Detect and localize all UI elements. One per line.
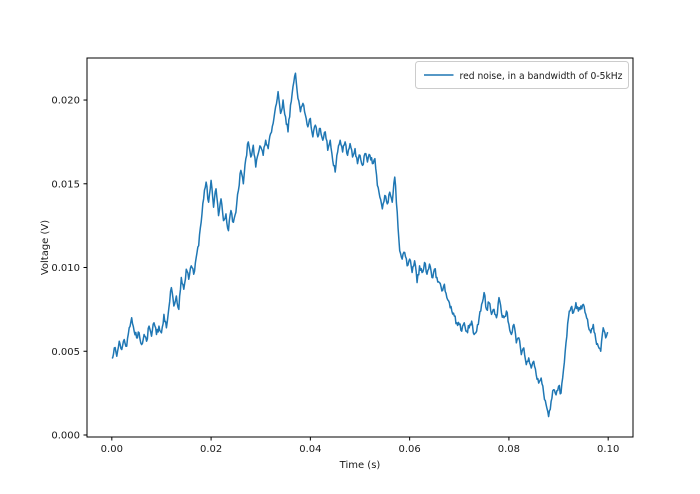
x-axis-label: Time (s)	[339, 460, 381, 471]
y-axis-ticks: 0.000 0.005 0.010 0.015 0.020	[51, 96, 87, 441]
x-tick-label: 0.00	[101, 444, 123, 455]
y-tick-label: 0.020	[51, 96, 80, 107]
y-tick-label: 0.000	[51, 430, 80, 441]
y-axis-label: Voltage (V)	[40, 220, 51, 275]
legend: red noise, in a bandwidth of 0-5kHz	[415, 61, 629, 89]
y-tick-label: 0.005	[51, 347, 80, 358]
x-tick-label: 0.10	[597, 444, 619, 455]
x-tick-label: 0.08	[498, 444, 520, 455]
y-tick-label: 0.015	[51, 179, 80, 190]
x-tick-label: 0.06	[399, 444, 421, 455]
plot-area	[86, 57, 634, 438]
x-axis-ticks: 0.00 0.02 0.04 0.06 0.08 0.10	[101, 437, 619, 455]
x-tick-label: 0.02	[200, 444, 222, 455]
y-tick-label: 0.010	[51, 263, 80, 274]
x-tick-label: 0.04	[299, 444, 321, 455]
legend-label: red noise, in a bandwidth of 0-5kHz	[460, 71, 623, 82]
legend-box	[415, 61, 629, 89]
series-line-red-noise	[111, 72, 609, 418]
